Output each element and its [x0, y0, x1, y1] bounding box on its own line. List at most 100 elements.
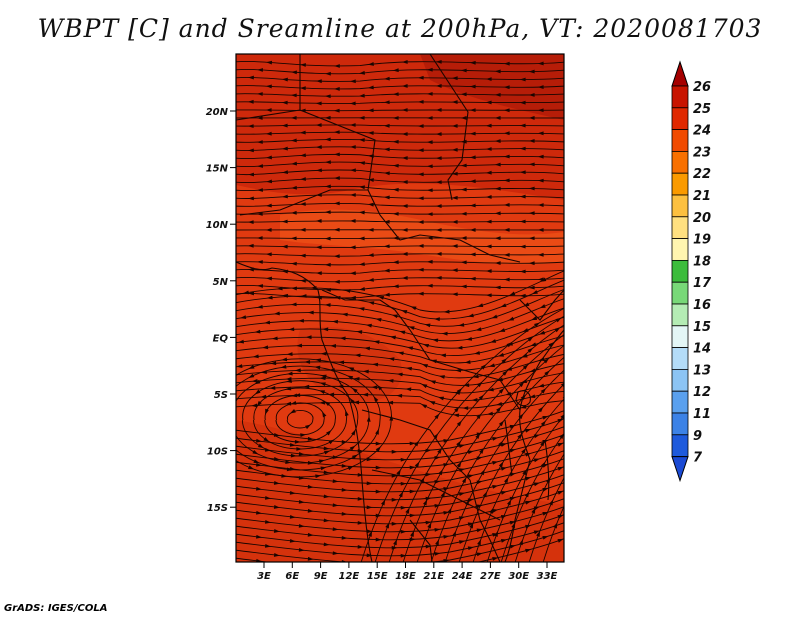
streamline-arrow: [307, 532, 314, 537]
streamline-arrow: [281, 219, 288, 224]
streamline-arrow: [424, 323, 431, 328]
colorbar-segment: [671, 194, 689, 218]
streamline-arrow: [298, 318, 304, 323]
streamline-arrow: [435, 252, 442, 256]
streamline-arrow: [358, 115, 365, 120]
streamline-arrow: [341, 487, 348, 492]
streamline-arrow: [257, 68, 264, 72]
streamline-arrow: [290, 210, 297, 215]
streamline-arrow: [265, 84, 272, 89]
lon-tick-label: 30E: [508, 571, 529, 582]
streamline-arrow: [583, 420, 588, 426]
streamline-arrow: [405, 507, 410, 514]
colorbar-label: 20: [693, 211, 711, 226]
streamline-arrow: [585, 358, 591, 363]
lon-tick-label: 3E: [257, 571, 271, 582]
streamlines: [221, 59, 759, 562]
streamline-arrow: [519, 123, 526, 128]
streamline-arrow: [324, 137, 331, 142]
streamline-arrow: [417, 75, 424, 80]
streamline-arrow: [328, 392, 335, 397]
streamline-arrow: [396, 372, 403, 377]
streamline-arrow: [358, 138, 365, 142]
streamline-arrow: [410, 306, 417, 311]
streamline-arrow: [519, 146, 526, 151]
streamline-arrow: [478, 394, 484, 401]
streamline: [236, 237, 564, 240]
streamline-arrow: [464, 360, 471, 364]
streamline-arrow: [460, 68, 467, 73]
streamline-arrow: [366, 481, 373, 486]
colorbar-label: 19: [693, 233, 711, 248]
streamline-arrow: [576, 322, 582, 327]
streamline-arrow: [358, 93, 365, 98]
streamline-arrow: [262, 345, 269, 350]
streamline-arrow: [456, 440, 462, 447]
colorbar-label: 23: [693, 145, 711, 160]
streamline-arrow: [349, 398, 355, 404]
streamline-arrow: [498, 461, 504, 468]
streamline-arrow: [252, 354, 259, 359]
streamline-arrow: [322, 327, 329, 332]
streamline-arrow: [527, 336, 534, 342]
streamline-arrow: [307, 508, 314, 513]
colorbar: 26 25 24 23 22 21 20 19 18 17 16 15 14 13 12 11 9 7: [671, 60, 712, 483]
streamline: [416, 344, 564, 562]
streamline-arrow: [540, 420, 546, 427]
streamline-arrow: [451, 171, 458, 176]
streamline-arrow: [380, 499, 386, 506]
streamline-arrow: [350, 168, 356, 173]
streamline-arrow: [753, 301, 759, 305]
lon-tick-label: 9E: [314, 571, 328, 582]
streamline-arrow: [476, 552, 483, 557]
streamline-arrow: [324, 262, 331, 267]
streamline-arrow: [290, 236, 297, 241]
streamline-arrow: [530, 342, 537, 347]
streamline-arrow: [248, 364, 255, 369]
streamline-arrow: [654, 337, 660, 342]
streamline-arrow: [266, 179, 273, 184]
streamline-arrow: [494, 139, 501, 143]
streamline-arrow: [253, 459, 260, 464]
streamline-arrow: [537, 252, 544, 257]
streamline-arrow: [289, 538, 296, 543]
streamline-arrow: [282, 77, 288, 82]
streamline-arrow: [559, 433, 564, 440]
streamline-arrow: [451, 268, 458, 273]
lake-victoria: [515, 390, 531, 407]
streamline-arrow: [315, 245, 322, 250]
streamline-arrow: [525, 500, 532, 505]
streamline-arrow: [281, 100, 288, 105]
streamline-arrow: [476, 381, 483, 388]
streamline: [236, 418, 564, 453]
streamline-arrow: [525, 524, 532, 529]
streamline-arrow: [612, 337, 618, 342]
streamline-arrow: [435, 156, 442, 161]
streamline-arrow: [392, 163, 399, 168]
border-10: [409, 519, 433, 562]
streamline-arrow: [286, 352, 293, 357]
streamline-arrow: [586, 370, 591, 375]
streamline-arrow: [504, 477, 509, 484]
streamline-arrow: [332, 551, 339, 556]
streamline-arrow: [533, 458, 540, 463]
streamline-arrow: [256, 212, 263, 216]
streamline-arrow: [221, 382, 226, 387]
streamline-arrow: [350, 295, 356, 300]
colorbar-label: 14: [693, 342, 711, 357]
streamline-arrow: [393, 539, 397, 546]
streamline-arrow: [358, 307, 365, 311]
border-5: [379, 214, 521, 263]
streamline-arrow: [537, 227, 544, 232]
streamline-arrow: [242, 290, 249, 295]
streamline-arrow: [397, 351, 404, 356]
streamline-arrow: [500, 491, 507, 495]
streamline-arrow: [451, 220, 458, 224]
streamline-arrow: [491, 314, 498, 319]
latitude-axis: 20N 15N 10N 5N EQ 5S 10S 15S: [206, 107, 236, 514]
streamline-arrow: [264, 320, 271, 325]
streamline-arrow: [349, 123, 356, 127]
streamline-arrow: [447, 507, 452, 514]
lon-tick-label: 27E: [480, 571, 501, 582]
streamline-arrow: [401, 252, 408, 256]
